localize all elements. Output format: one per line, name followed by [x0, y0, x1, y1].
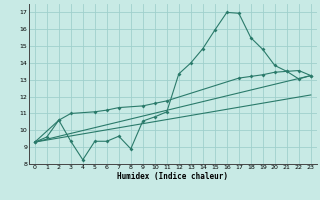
X-axis label: Humidex (Indice chaleur): Humidex (Indice chaleur) — [117, 172, 228, 181]
